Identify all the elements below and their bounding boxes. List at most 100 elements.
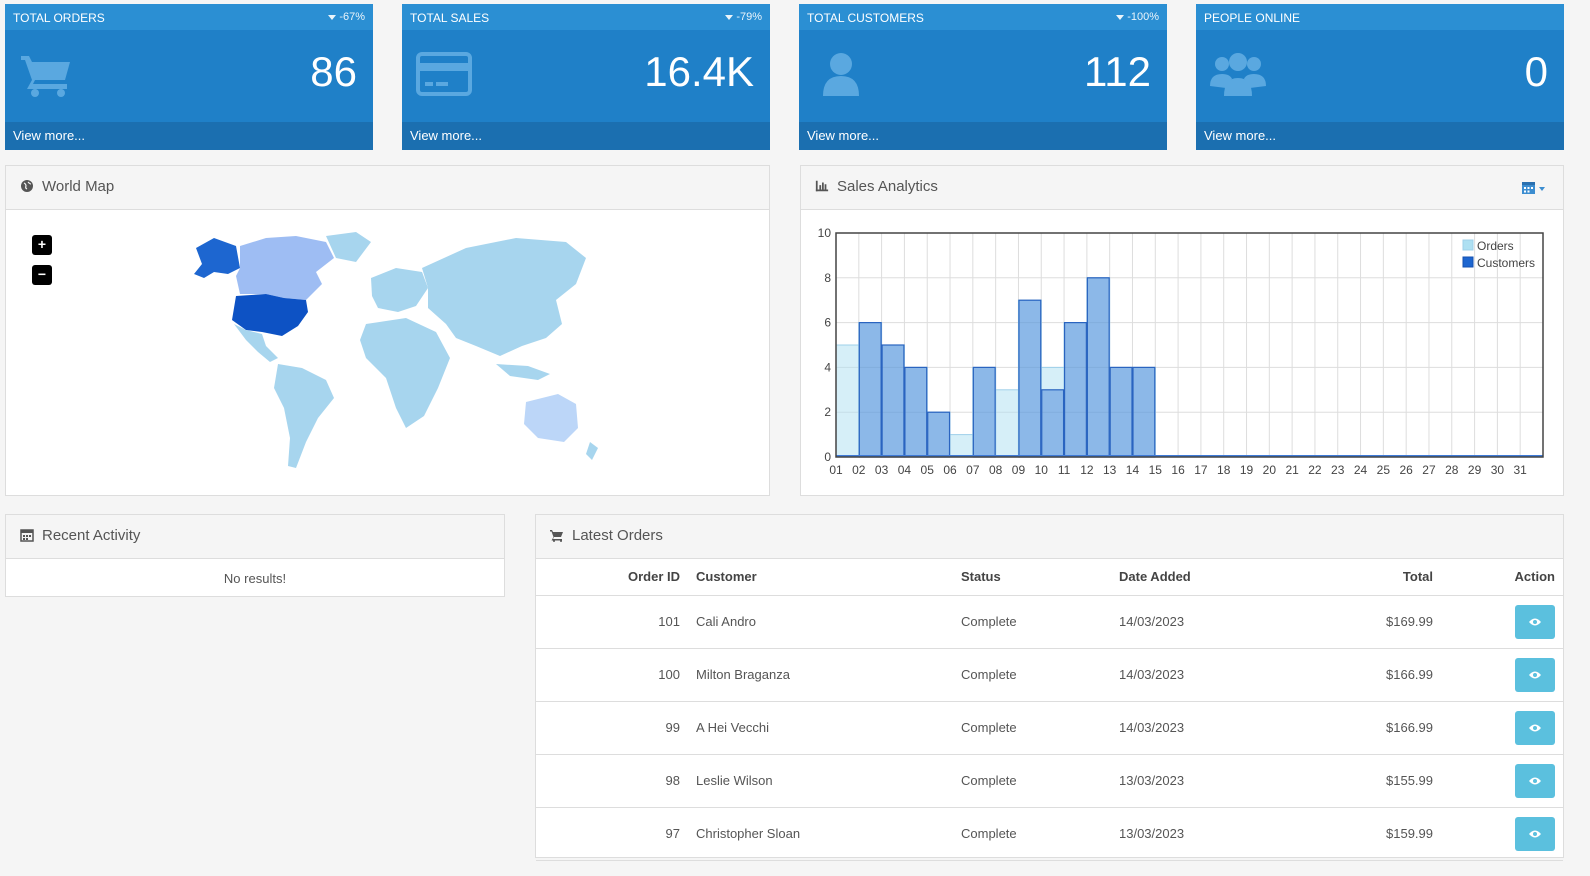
column-header-customer[interactable]: Customer [688, 559, 953, 596]
y-tick-label: 6 [824, 316, 831, 330]
shopping-cart-icon [550, 530, 563, 542]
map-region-alaska [194, 238, 240, 278]
map-region-asia [422, 238, 586, 356]
customers-bar [858, 321, 882, 458]
customers-bar [904, 366, 928, 458]
users-icon [1210, 53, 1266, 96]
latest-orders-panel: Latest Orders Order ID Customer Status D… [535, 514, 1564, 861]
date-added: 13/03/2023 [1111, 807, 1261, 861]
view-more-link[interactable]: View more... [1196, 122, 1564, 150]
eye-icon [1529, 777, 1541, 784]
x-tick-label: 20 [1263, 463, 1277, 477]
order-total: $155.99 [1261, 754, 1441, 808]
eye-icon [1529, 671, 1541, 678]
tile-total-orders: TOTAL ORDERS -67% 86 View more... [5, 4, 373, 150]
zoom-out-button[interactable]: − [32, 265, 52, 285]
map-region-europe [371, 268, 428, 312]
calendar-dropdown-icon[interactable] [1521, 180, 1547, 196]
x-tick-label: 01 [829, 463, 843, 477]
customer-name: Cali Andro [688, 595, 953, 649]
credit-card-icon [416, 52, 472, 96]
caret-down-icon [328, 14, 337, 20]
legend-swatch-customers [1462, 256, 1474, 268]
order-status: Complete [953, 807, 1111, 861]
view-order-button[interactable] [1515, 657, 1555, 692]
bar-chart-icon [815, 180, 829, 192]
customer-name: Milton Braganza [688, 648, 953, 702]
customers-bar [1063, 321, 1087, 458]
map-region-indonesia [496, 364, 550, 380]
x-tick-label: 09 [1012, 463, 1026, 477]
eye-icon [1529, 618, 1541, 625]
world-map[interactable] [166, 228, 616, 478]
x-tick-label: 14 [1126, 463, 1140, 477]
x-tick-label: 15 [1149, 463, 1163, 477]
order-id: 97 [536, 807, 688, 861]
zoom-in-button[interactable]: + [32, 235, 52, 255]
panel-header: Recent Activity [6, 515, 504, 559]
order-id: 99 [536, 701, 688, 755]
customer-name: Christopher Sloan [688, 807, 953, 861]
x-tick-label: 08 [989, 463, 1003, 477]
table-row: 98 Leslie Wilson Complete 13/03/2023 $15… [536, 754, 1563, 808]
customers-bar [972, 366, 996, 458]
x-tick-label: 18 [1217, 463, 1231, 477]
date-added: 14/03/2023 [1111, 595, 1261, 649]
view-more-link[interactable]: View more... [799, 122, 1167, 150]
panel-title: Recent Activity [42, 527, 141, 544]
world-map-panel: World Map + − [5, 165, 770, 496]
view-order-button[interactable] [1515, 816, 1555, 851]
caret-down-icon [725, 14, 734, 20]
panel-header: Latest Orders [536, 515, 1563, 559]
map-region-australia [524, 394, 578, 442]
x-tick-label: 25 [1377, 463, 1391, 477]
customer-name: Leslie Wilson [688, 754, 953, 808]
order-id: 100 [536, 648, 688, 702]
order-total: $166.99 [1261, 648, 1441, 702]
y-tick-label: 8 [824, 271, 831, 285]
x-tick-label: 19 [1240, 463, 1254, 477]
view-more-link[interactable]: View more... [5, 122, 373, 150]
tile-header: TOTAL ORDERS -67% [5, 4, 373, 30]
caret-down-icon [1116, 14, 1125, 20]
tile-people-online: PEOPLE ONLINE 0 View more... [1196, 4, 1564, 150]
x-tick-label: 22 [1308, 463, 1322, 477]
x-tick-label: 24 [1354, 463, 1368, 477]
x-tick-label: 10 [1035, 463, 1049, 477]
order-status: Complete [953, 648, 1111, 702]
x-tick-label: 16 [1171, 463, 1185, 477]
calendar-icon [20, 529, 34, 542]
panel-title: World Map [42, 178, 115, 195]
x-tick-label: 03 [875, 463, 889, 477]
column-header-total[interactable]: Total [1261, 559, 1441, 596]
tile-change: -79% [725, 11, 762, 23]
tile-change: -67% [328, 11, 365, 23]
tile-value: 16.4K [644, 48, 754, 95]
date-added: 13/03/2023 [1111, 754, 1261, 808]
order-total: $169.99 [1261, 595, 1441, 649]
date-added: 14/03/2023 [1111, 648, 1261, 702]
view-order-button[interactable] [1515, 604, 1555, 639]
orders-table: Order ID Customer Status Date Added Tota… [536, 559, 1563, 861]
y-tick-label: 0 [824, 450, 831, 464]
table-row: 99 A Hei Vecchi Complete 14/03/2023 $166… [536, 701, 1563, 755]
order-total: $159.99 [1261, 807, 1441, 861]
legend-label-orders: Orders [1477, 239, 1514, 253]
x-tick-label: 17 [1194, 463, 1208, 477]
customers-bar [1132, 366, 1156, 458]
view-order-button[interactable] [1515, 763, 1555, 798]
legend-swatch-orders [1462, 239, 1474, 251]
tile-change: -100% [1116, 11, 1159, 23]
view-more-link[interactable]: View more... [402, 122, 770, 150]
customers-bar [1086, 277, 1110, 458]
x-tick-label: 28 [1445, 463, 1459, 477]
view-order-button[interactable] [1515, 710, 1555, 745]
customers-bar [1109, 366, 1133, 458]
column-header-date-added[interactable]: Date Added [1111, 559, 1261, 596]
column-header-status[interactable]: Status [953, 559, 1111, 596]
sales-analytics-panel: Sales Analytics 0 2 4 6 8 10 01 02 03 04 05 06 07 08 0… [800, 165, 1564, 496]
customers-bar [1041, 389, 1065, 458]
column-header-order-id[interactable]: Order ID [536, 559, 688, 596]
order-total: $166.99 [1261, 701, 1441, 755]
